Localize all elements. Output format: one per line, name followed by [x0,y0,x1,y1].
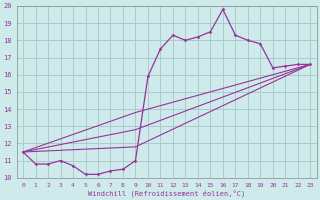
X-axis label: Windchill (Refroidissement éolien,°C): Windchill (Refroidissement éolien,°C) [88,189,245,197]
